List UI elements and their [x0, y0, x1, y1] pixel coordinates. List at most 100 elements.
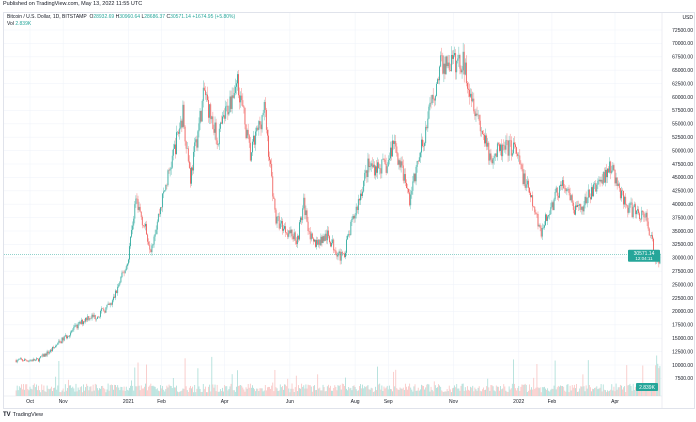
volume-bar — [269, 386, 270, 396]
candle-body — [144, 225, 145, 227]
candle-body — [252, 141, 253, 153]
volume-bar — [260, 388, 262, 396]
candle-body — [222, 116, 223, 124]
candle-body — [566, 189, 568, 192]
volume-bar — [149, 385, 151, 396]
volume-bar — [178, 392, 180, 396]
volume-bar — [569, 385, 571, 396]
candle-body — [398, 160, 400, 165]
candle-body — [148, 241, 150, 245]
volume-bar — [516, 390, 518, 396]
candle-body — [324, 233, 326, 241]
candle-body — [558, 185, 560, 198]
volume-bar — [453, 387, 454, 396]
volume-bar — [475, 389, 477, 396]
candle-body — [44, 353, 46, 357]
volume-bar — [390, 388, 391, 396]
volume-bar — [515, 388, 516, 396]
volume-bar — [430, 386, 432, 396]
candle-body — [291, 229, 293, 237]
volume-bar — [490, 384, 492, 396]
volume-bar — [98, 390, 99, 396]
candle-body — [48, 352, 50, 354]
candle-body — [289, 230, 291, 234]
volume-bar — [579, 388, 581, 396]
volume-bar — [309, 385, 311, 396]
candle-body — [521, 164, 523, 170]
volume-bar — [376, 390, 377, 396]
volume-bar — [46, 385, 48, 396]
volume-bar — [179, 391, 181, 396]
candle-body — [67, 336, 68, 339]
volume-bar — [370, 387, 372, 396]
candle-body — [259, 121, 261, 125]
candle-body — [283, 228, 284, 231]
volume-bar — [331, 390, 332, 396]
candle-body — [474, 111, 476, 117]
candle-body — [153, 236, 155, 245]
candle-body — [395, 141, 397, 147]
candle-body — [273, 196, 275, 199]
volume-bar — [567, 384, 569, 396]
volume-bar — [71, 387, 73, 396]
candle-body — [191, 167, 192, 184]
volume-bar — [593, 389, 595, 396]
chart-frame[interactable] — [3, 12, 695, 409]
candle-body — [344, 253, 345, 258]
candle-body — [327, 230, 329, 237]
volume-bar — [147, 390, 149, 396]
candle-body — [428, 106, 430, 119]
high-label: H — [115, 14, 120, 20]
volume-bar — [206, 392, 207, 396]
volume-bar — [377, 366, 378, 396]
volume-bar — [26, 384, 28, 396]
candle-body — [104, 310, 106, 313]
candle-body — [155, 229, 157, 234]
volume-bar — [273, 391, 275, 396]
candle-body — [236, 83, 237, 87]
volume-bar — [258, 390, 260, 396]
volume-bar — [108, 390, 110, 396]
volume-bar — [259, 388, 261, 396]
candle-body — [537, 214, 539, 227]
candle-body — [527, 180, 529, 188]
candle-body — [181, 120, 183, 128]
volume-bar — [478, 386, 480, 396]
volume-bar — [654, 389, 655, 396]
volume-bar — [575, 388, 576, 396]
candle-body — [454, 53, 455, 56]
volume-bar — [99, 388, 100, 396]
logo-text: TradingView — [12, 412, 43, 418]
candle-body — [403, 174, 405, 181]
volume-bar — [480, 391, 482, 396]
volume-bar — [305, 384, 307, 396]
candle-body — [307, 221, 309, 231]
volume-bar — [458, 388, 460, 396]
candle-body — [107, 303, 109, 305]
candle-body — [368, 158, 370, 168]
volume-bar — [132, 385, 134, 396]
volume-bar — [541, 387, 543, 396]
candle-body — [494, 153, 496, 156]
volume-bar — [41, 384, 43, 396]
volume-bar — [621, 385, 622, 396]
volume-bar — [340, 389, 342, 396]
candle-body — [489, 153, 491, 161]
volume-bar — [52, 391, 53, 396]
symbol-title[interactable]: Bitcoin / U.S. Dollar, 1D, BITSTAMP — [7, 14, 87, 20]
candle-body — [215, 122, 217, 141]
candle-body — [232, 95, 234, 98]
volume-bar — [78, 389, 80, 396]
y-tick-label: 57500.00 — [672, 108, 693, 114]
candle-body — [515, 144, 516, 148]
volume-bar — [607, 390, 608, 396]
candle-body — [341, 252, 343, 254]
candle-body — [639, 213, 640, 219]
candle-body — [360, 193, 361, 201]
candle-body — [642, 210, 644, 213]
volume-bar — [501, 389, 503, 396]
candle-body — [87, 316, 89, 321]
y-tick-label: 55000.00 — [672, 122, 693, 128]
volume-bar — [348, 387, 350, 396]
